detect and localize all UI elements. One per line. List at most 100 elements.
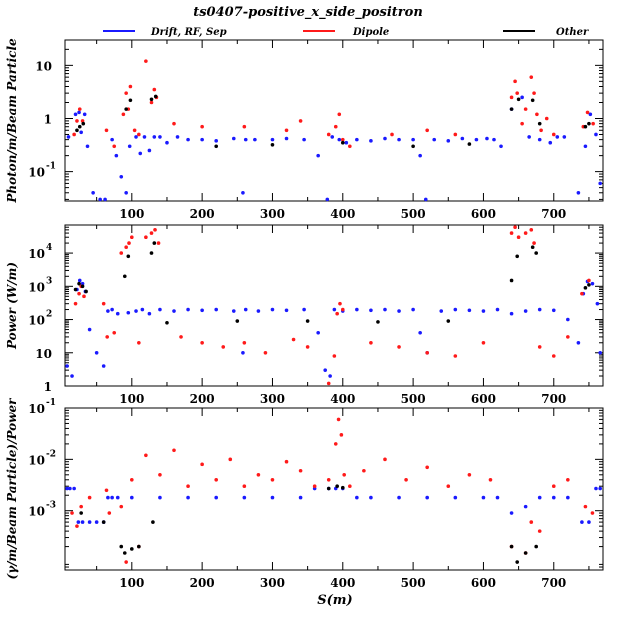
data-point	[186, 137, 190, 142]
data-point	[165, 140, 169, 145]
data-point	[325, 197, 330, 202]
data-point	[302, 137, 306, 142]
data-point	[153, 94, 158, 99]
data-point	[336, 417, 341, 422]
data-point	[446, 139, 451, 143]
y-tick-label-power: 10	[35, 347, 52, 361]
x-axis-label: S(m)	[317, 593, 352, 608]
data-point	[101, 364, 106, 368]
data-point	[362, 468, 366, 473]
data-point	[562, 135, 567, 139]
data-point	[241, 350, 245, 355]
x-tick-label-photon: 700	[541, 207, 566, 221]
data-point	[186, 495, 190, 500]
data-point	[453, 132, 458, 137]
data-point	[243, 137, 248, 142]
data-point	[87, 327, 92, 332]
data-point	[94, 520, 99, 524]
data-point	[425, 350, 429, 355]
data-point	[186, 484, 190, 488]
data-point	[523, 309, 528, 313]
data-point	[316, 153, 320, 158]
data-point	[128, 84, 133, 89]
data-point	[326, 132, 331, 137]
data-point	[122, 274, 127, 279]
x-tick-label-photon: 500	[401, 207, 426, 221]
data-point	[172, 448, 176, 453]
y-tick-label-photon: 1	[44, 112, 52, 126]
data-point	[137, 340, 141, 345]
data-point	[81, 121, 86, 126]
y-tick-label-power: 10	[28, 247, 45, 261]
data-point	[326, 477, 331, 482]
data-point	[513, 225, 517, 230]
x-tick-label-ratio: 400	[330, 576, 355, 590]
data-point	[583, 124, 588, 129]
data-point	[369, 139, 373, 143]
data-point	[68, 486, 72, 491]
data-point	[342, 473, 346, 477]
x-tick-label-ratio: 600	[471, 576, 496, 590]
data-point	[338, 301, 342, 306]
data-point	[551, 132, 556, 137]
data-point	[119, 544, 124, 549]
data-point	[404, 477, 408, 482]
data-point	[425, 128, 429, 133]
data-point	[152, 135, 157, 139]
data-point	[124, 107, 128, 111]
data-point	[516, 97, 521, 102]
x-tick-label-power: 200	[190, 392, 215, 406]
data-point	[339, 433, 344, 437]
x-tick-label-photon: 600	[471, 207, 496, 221]
data-point	[105, 335, 109, 339]
data-point	[77, 278, 82, 283]
plot-frame-photon	[64, 39, 604, 202]
data-point	[523, 504, 528, 509]
data-point	[323, 368, 328, 372]
data-point	[124, 560, 128, 564]
data-point	[149, 100, 154, 105]
data-point	[112, 144, 117, 149]
legend-label-dipole: Dipole	[352, 27, 389, 38]
data-point	[70, 374, 74, 378]
data-point	[598, 350, 602, 355]
y-tick-label-ratio: 10	[28, 505, 45, 519]
data-point	[348, 144, 352, 149]
data-point	[172, 121, 176, 126]
data-point	[200, 462, 204, 467]
data-point	[537, 345, 542, 349]
data-point	[151, 520, 155, 524]
data-point	[492, 137, 496, 142]
data-point	[242, 495, 247, 500]
data-point	[509, 231, 514, 235]
data-point	[298, 468, 303, 473]
data-point	[72, 132, 76, 137]
series-photon-drift	[66, 95, 602, 202]
data-point	[587, 278, 591, 283]
data-point	[134, 135, 138, 139]
data-point	[397, 309, 401, 313]
x-tick-label-photon: 100	[119, 207, 144, 221]
data-point	[147, 148, 152, 153]
data-point	[383, 307, 387, 312]
series-power-dipole	[73, 225, 591, 386]
legend-label-other: Other	[556, 27, 589, 38]
data-point	[80, 284, 85, 289]
data-point	[256, 473, 261, 477]
data-point	[330, 135, 335, 139]
data-point	[80, 119, 85, 123]
data-point	[355, 137, 359, 142]
data-point	[566, 495, 570, 500]
data-point	[153, 228, 157, 232]
data-point	[214, 495, 219, 500]
data-point	[590, 281, 595, 286]
data-point	[333, 124, 338, 129]
x-tick-label-photon: 300	[260, 207, 285, 221]
data-point	[537, 495, 542, 500]
data-point	[537, 529, 542, 533]
data-point	[124, 91, 128, 95]
data-point	[152, 241, 157, 245]
y-tick-label-photon: 10	[35, 59, 52, 73]
data-point	[186, 307, 190, 312]
